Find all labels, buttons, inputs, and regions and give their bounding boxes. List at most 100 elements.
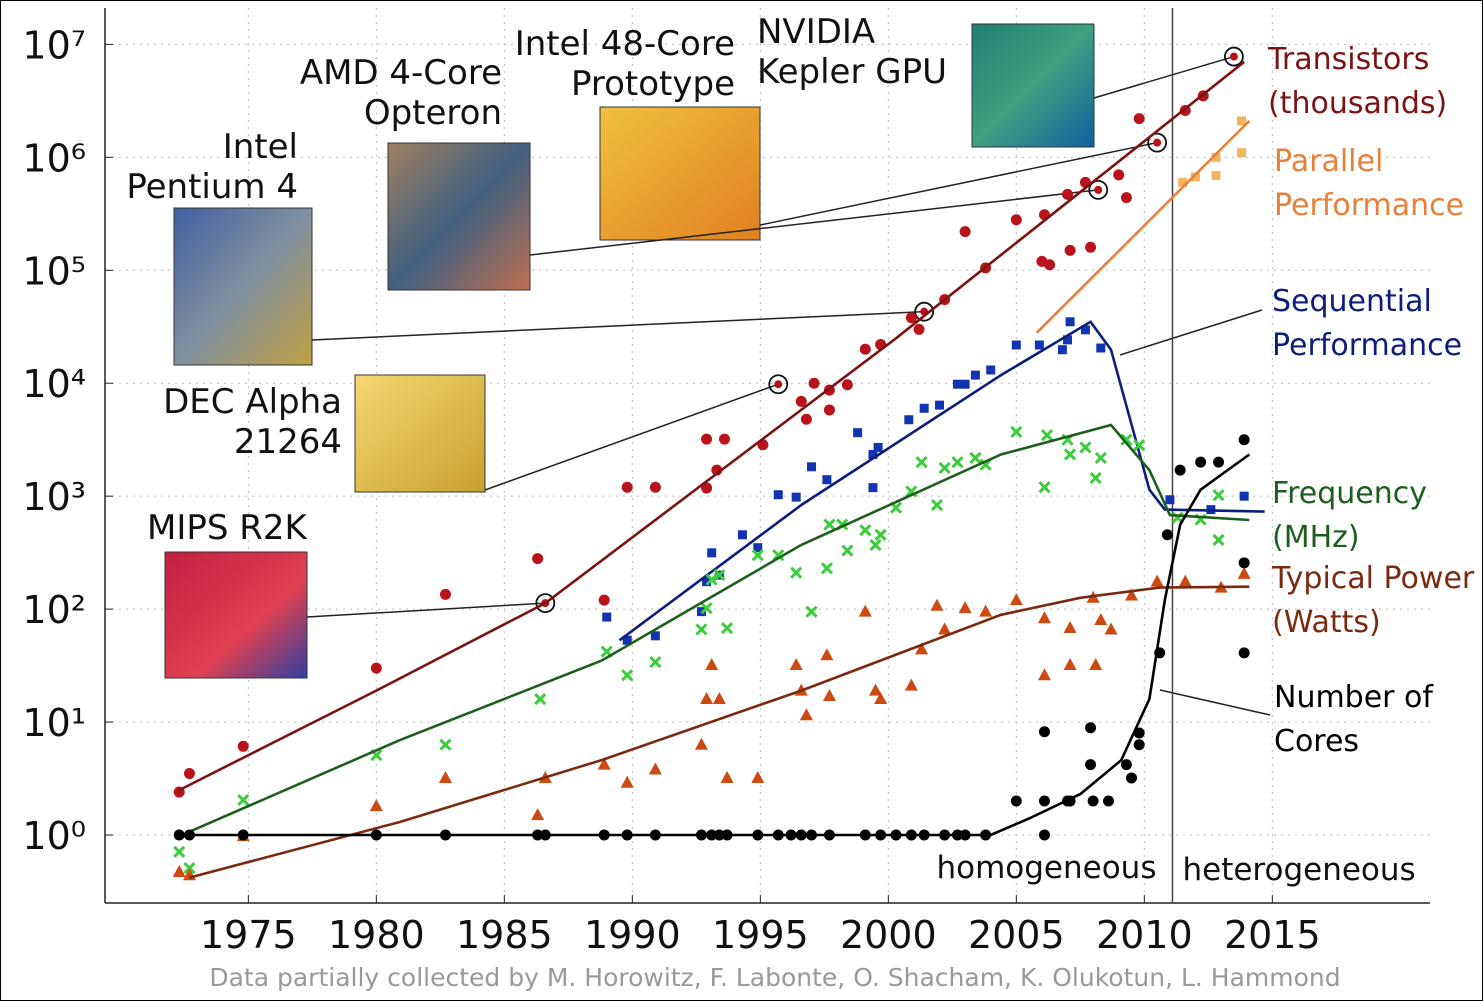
point [649, 481, 661, 493]
point [790, 566, 803, 579]
point [1064, 244, 1076, 256]
point [808, 377, 820, 389]
point [1133, 113, 1145, 125]
point [1096, 343, 1106, 353]
point [1044, 259, 1056, 271]
highlight-point [1147, 132, 1168, 153]
point [772, 549, 785, 562]
point [183, 861, 196, 875]
point [620, 775, 634, 788]
point [874, 692, 888, 705]
point [1038, 726, 1050, 738]
point [930, 598, 944, 611]
point [532, 553, 544, 565]
legend-label: Transistors (thousands) [1268, 42, 1448, 121]
point [859, 343, 871, 355]
point [859, 524, 872, 537]
point [648, 762, 662, 775]
point [237, 793, 250, 807]
callout-line [759, 141, 1158, 226]
point [1237, 148, 1247, 158]
point [1113, 169, 1125, 181]
point [700, 602, 713, 615]
point [695, 623, 708, 636]
point [869, 538, 882, 551]
point [1120, 433, 1133, 446]
point [702, 577, 712, 587]
legend-label: Parallel Performance [1274, 144, 1465, 223]
point [789, 658, 803, 671]
y-tick-label: 10³ [22, 475, 86, 519]
point [1080, 325, 1090, 335]
point [960, 379, 970, 389]
point [1195, 456, 1207, 468]
point [1009, 593, 1023, 606]
point [1038, 481, 1051, 494]
region-label: homogeneous [936, 850, 1156, 886]
point [1063, 335, 1073, 345]
trend-line [188, 423, 1250, 833]
annotation-label: NVIDIA Kepler GPU [757, 12, 947, 92]
legend-label: Number of Cores [1274, 680, 1433, 759]
annotation-label: AMD 4-Core Opteron [299, 53, 502, 133]
series [173, 423, 1250, 875]
point [439, 588, 451, 600]
point [807, 462, 817, 472]
trend-line [1035, 119, 1251, 334]
point [915, 642, 929, 655]
point [951, 456, 964, 469]
x-tick-label: 2010 [1096, 913, 1193, 957]
legend-label: Typical Power (Watts) [1272, 561, 1475, 640]
point [1057, 345, 1067, 355]
point [773, 490, 783, 500]
point [868, 449, 878, 459]
point [1089, 658, 1103, 671]
point [1079, 441, 1092, 454]
footnote: Data partially collected by M. Horowitz,… [209, 963, 1340, 992]
point [820, 648, 834, 661]
point [853, 428, 863, 438]
point [1191, 172, 1201, 182]
point [1094, 613, 1108, 626]
callout-line [1119, 309, 1263, 356]
y-tick-label: 10⁴ [22, 362, 86, 406]
point [718, 433, 730, 445]
trend-line [189, 585, 1250, 879]
callout-line [529, 189, 1099, 256]
point [1237, 116, 1247, 126]
point [904, 415, 914, 425]
point [905, 312, 917, 324]
x-tick-label: 2015 [1224, 913, 1321, 957]
region-label: heterogeneous [1182, 852, 1415, 888]
point [1238, 434, 1250, 446]
annotation-label: DEC Alpha 21264 [163, 382, 342, 462]
point [1213, 456, 1225, 468]
point [1239, 491, 1249, 501]
point [370, 662, 382, 674]
series [1035, 116, 1251, 334]
chip-image [599, 106, 761, 241]
point [1212, 489, 1225, 502]
point [805, 605, 818, 618]
point [1063, 658, 1077, 671]
point [1165, 495, 1175, 505]
callout-line [306, 602, 546, 618]
point [958, 601, 972, 614]
y-tick-label: 10⁶ [22, 136, 86, 180]
point [1211, 152, 1221, 162]
point [979, 604, 993, 617]
point [182, 868, 196, 881]
point [858, 604, 872, 617]
point [737, 530, 747, 540]
point [1211, 171, 1221, 181]
point [751, 549, 764, 562]
series [173, 434, 1251, 841]
x-tick-label: 1975 [200, 913, 297, 957]
highlight-point [535, 593, 556, 614]
point [938, 461, 951, 474]
highlight-point [768, 374, 789, 395]
highlight-point-dot [1094, 185, 1103, 194]
point [700, 692, 714, 705]
point [1178, 177, 1188, 187]
